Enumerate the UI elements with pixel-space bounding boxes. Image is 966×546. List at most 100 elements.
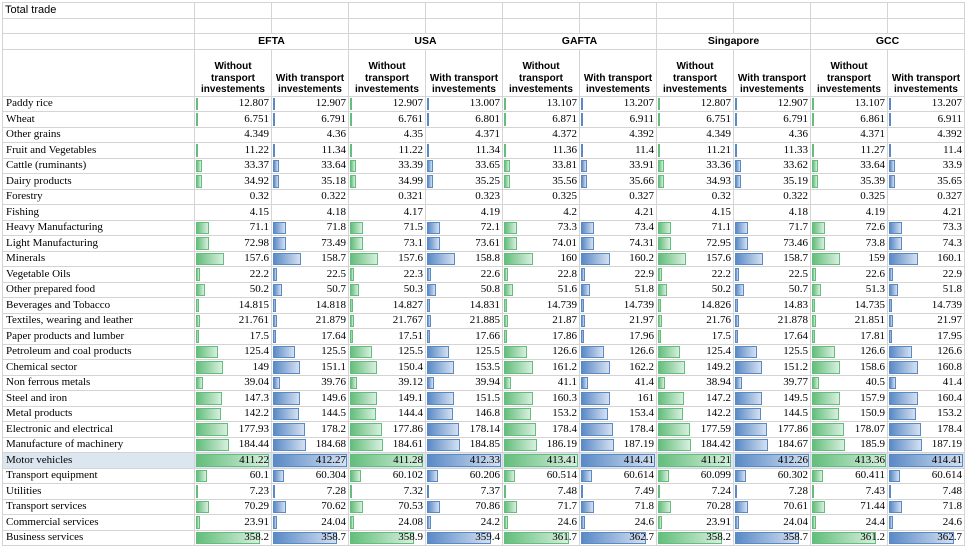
value-cell[interactable]: 23.91 [656,514,734,531]
value-cell[interactable]: 71.1 [656,219,734,236]
value-cell[interactable]: 21.97 [579,312,657,329]
value-cell[interactable]: 153.2 [887,405,965,422]
value-cell[interactable]: 14.826 [656,297,734,314]
value-cell[interactable]: 157.6 [194,250,272,267]
value-cell[interactable]: 71.8 [579,498,657,515]
row-label[interactable]: Manufacture of machinery [2,436,195,453]
value-cell[interactable]: 71.7 [733,219,811,236]
value-cell[interactable]: 7.37 [425,483,503,500]
value-cell[interactable]: 125.5 [271,343,349,360]
value-cell[interactable]: 33.64 [271,157,349,174]
value-cell[interactable]: 158.7 [733,250,811,267]
value-cell[interactable]: 158.6 [810,359,888,376]
value-cell[interactable]: 11.21 [656,142,734,159]
value-cell[interactable]: 358.9 [348,529,426,546]
value-cell[interactable]: 411.22 [194,452,272,469]
value-cell[interactable]: 51.8 [579,281,657,298]
value-cell[interactable]: 39.12 [348,374,426,391]
row-label[interactable]: Non ferrous metals [2,374,195,391]
value-cell[interactable]: 33.36 [656,157,734,174]
value-cell[interactable]: 147.3 [194,390,272,407]
value-cell[interactable]: 146.8 [425,405,503,422]
value-cell[interactable]: 33.65 [425,157,503,174]
row-label[interactable]: Textiles, wearing and leather [2,312,195,329]
value-cell[interactable]: 33.81 [502,157,580,174]
value-cell[interactable]: 39.76 [271,374,349,391]
value-cell[interactable]: 22.9 [887,266,965,283]
value-cell[interactable]: 4.392 [579,126,657,143]
value-cell[interactable]: 72.95 [656,235,734,252]
row-label[interactable]: Business services [2,529,195,546]
value-cell[interactable]: 12.907 [733,95,811,112]
value-cell[interactable]: 74.31 [579,235,657,252]
row-label[interactable]: Fruit and Vegetables [2,142,195,159]
value-cell[interactable]: 14.831 [425,297,503,314]
value-cell[interactable]: 50.7 [271,281,349,298]
sub-header-without-transport[interactable]: Without transport investements [656,48,734,97]
row-label[interactable]: Chemical sector [2,359,195,376]
value-cell[interactable]: 4.17 [348,204,426,221]
value-cell[interactable]: 7.24 [656,483,734,500]
row-label[interactable]: Steel and iron [2,390,195,407]
value-cell[interactable]: 39.77 [733,374,811,391]
value-cell[interactable]: 178.2 [271,421,349,438]
value-cell[interactable]: 13.207 [887,95,965,112]
value-cell[interactable]: 125.5 [348,343,426,360]
value-cell[interactable]: 60.614 [887,467,965,484]
value-cell[interactable]: 71.8 [271,219,349,236]
value-cell[interactable]: 22.2 [194,266,272,283]
value-cell[interactable]: 184.85 [425,436,503,453]
value-cell[interactable]: 157.6 [348,250,426,267]
value-cell[interactable]: 11.34 [271,142,349,159]
value-cell[interactable]: 4.36 [733,126,811,143]
value-cell[interactable]: 178.4 [579,421,657,438]
value-cell[interactable]: 60.514 [502,467,580,484]
value-cell[interactable]: 22.9 [579,266,657,283]
value-cell[interactable]: 35.25 [425,173,503,190]
value-cell[interactable]: 184.67 [733,436,811,453]
value-cell[interactable]: 72.1 [425,219,503,236]
value-cell[interactable]: 0.325 [810,188,888,205]
value-cell[interactable]: 4.21 [887,204,965,221]
value-cell[interactable]: 142.2 [194,405,272,422]
value-cell[interactable]: 358.7 [733,529,811,546]
value-cell[interactable]: 149.6 [271,390,349,407]
row-label[interactable]: Paddy rice [2,95,195,112]
sub-header-without-transport[interactable]: Without transport investements [348,48,426,97]
value-cell[interactable]: 11.33 [733,142,811,159]
value-cell[interactable]: 71.8 [887,498,965,515]
value-cell[interactable]: 71.5 [348,219,426,236]
sub-header-with-transport[interactable]: With transport investements [579,48,657,97]
value-cell[interactable]: 17.64 [271,328,349,345]
value-cell[interactable]: 50.8 [425,281,503,298]
value-cell[interactable]: 413.36 [810,452,888,469]
value-cell[interactable]: 4.15 [656,204,734,221]
value-cell[interactable]: 24.04 [733,514,811,531]
value-cell[interactable]: 14.815 [194,297,272,314]
value-cell[interactable]: 24.2 [425,514,503,531]
value-cell[interactable]: 187.19 [887,436,965,453]
value-cell[interactable]: 157.9 [810,390,888,407]
row-label[interactable]: Transport equipment [2,467,195,484]
value-cell[interactable]: 24.08 [348,514,426,531]
value-cell[interactable]: 158.8 [425,250,503,267]
value-cell[interactable]: 17.5 [656,328,734,345]
value-cell[interactable]: 38.94 [656,374,734,391]
value-cell[interactable]: 151.1 [271,359,349,376]
row-label[interactable]: Metal products [2,405,195,422]
row-label[interactable]: Light Manufacturing [2,235,195,252]
value-cell[interactable]: 358.7 [271,529,349,546]
value-cell[interactable]: 359.4 [425,529,503,546]
value-cell[interactable]: 35.19 [733,173,811,190]
value-cell[interactable]: 126.6 [887,343,965,360]
value-cell[interactable]: 41.4 [579,374,657,391]
value-cell[interactable]: 21.851 [810,312,888,329]
value-cell[interactable]: 4.371 [425,126,503,143]
value-cell[interactable]: 185.9 [810,436,888,453]
row-label[interactable]: Wheat [2,111,195,128]
value-cell[interactable]: 6.861 [810,111,888,128]
value-cell[interactable]: 6.761 [348,111,426,128]
value-cell[interactable]: 187.19 [579,436,657,453]
value-cell[interactable]: 358.2 [656,529,734,546]
value-cell[interactable]: 35.65 [887,173,965,190]
